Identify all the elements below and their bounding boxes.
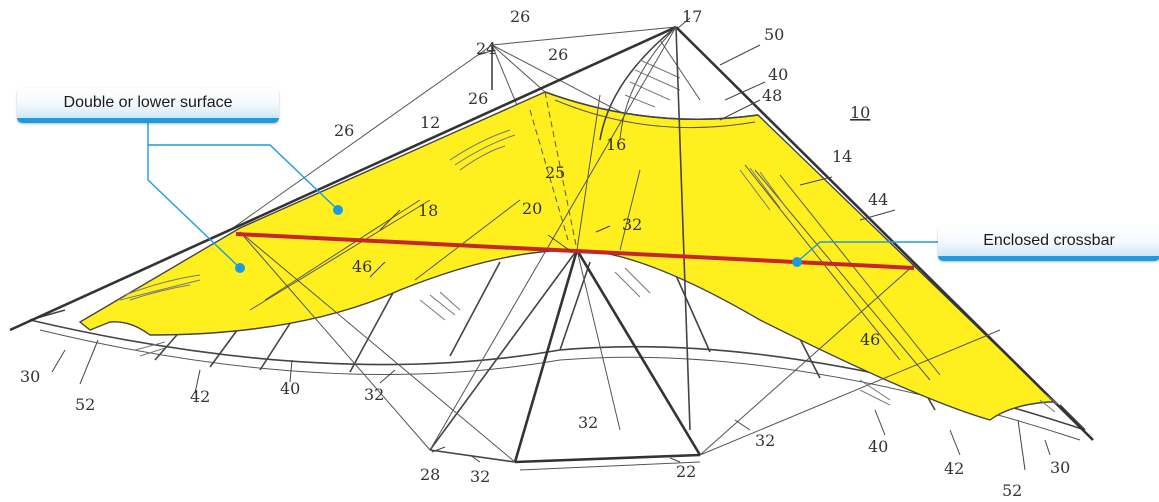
ref-25: 25 — [545, 163, 565, 182]
ref-20: 20 — [522, 199, 542, 218]
ref-44: 44 — [868, 190, 888, 209]
ref-28: 28 — [420, 465, 440, 484]
reference-leaders — [51, 17, 1051, 471]
ref-42-left: 42 — [190, 387, 210, 406]
control-frame — [429, 249, 702, 471]
ref-17: 17 — [682, 7, 702, 26]
ref-16: 16 — [606, 135, 626, 154]
ref-32-frame: 32 — [578, 413, 598, 432]
ref-12: 12 — [420, 113, 440, 132]
ref-52-right: 52 — [1002, 481, 1022, 500]
ref-18: 18 — [418, 201, 438, 220]
ref-32-left: 32 — [364, 385, 384, 404]
ref-32-upper: 32 — [622, 215, 642, 234]
reference-numerals: 26 17 24 26 50 40 48 10 26 12 26 14 16 2… — [20, 7, 1070, 500]
ref-26-mid: 26 — [548, 45, 568, 64]
ref-40-right: 40 — [868, 437, 888, 456]
ref-32-bottom: 32 — [470, 467, 490, 486]
ref-40-top: 40 — [768, 65, 788, 84]
ref-40-left: 40 — [280, 379, 300, 398]
ref-46-left: 46 — [352, 257, 372, 276]
ref-30-left: 30 — [20, 367, 40, 386]
callout-dots — [235, 205, 802, 273]
ref-46-right: 46 — [860, 330, 880, 349]
lower-rigging — [239, 26, 1001, 463]
callout-lower-surface-label: Double or lower surface — [63, 94, 233, 111]
callout-enclosed-crossbar: Enclosed crossbar — [938, 226, 1159, 261]
callout-lower-surface: Double or lower surface — [17, 88, 279, 123]
ref-22: 22 — [676, 462, 696, 481]
leading-edges — [9, 25, 1094, 441]
callout-enclosed-crossbar-label: Enclosed crossbar — [983, 232, 1115, 249]
ref-26-far: 26 — [334, 121, 354, 140]
ref-42-right: 42 — [944, 459, 964, 478]
sail-hatching — [119, 129, 1058, 413]
ref-14: 14 — [832, 147, 852, 166]
ref-48: 48 — [762, 86, 782, 105]
callout-leaders — [147, 118, 942, 269]
ref-30-right: 30 — [1050, 458, 1070, 477]
keel — [529, 26, 691, 431]
ref-32-right: 32 — [755, 431, 775, 450]
ref-10: 10 — [850, 103, 870, 122]
nose-area — [544, 26, 759, 141]
ref-50: 50 — [764, 25, 784, 44]
ref-24: 24 — [476, 39, 496, 58]
ref-26-top: 26 — [510, 7, 530, 26]
ref-52-left: 52 — [75, 395, 95, 414]
ref-26-left: 26 — [468, 89, 488, 108]
